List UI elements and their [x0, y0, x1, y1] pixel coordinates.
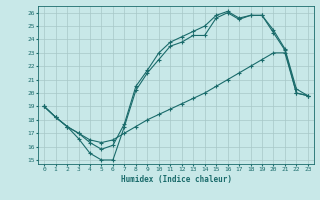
X-axis label: Humidex (Indice chaleur): Humidex (Indice chaleur) [121, 175, 231, 184]
